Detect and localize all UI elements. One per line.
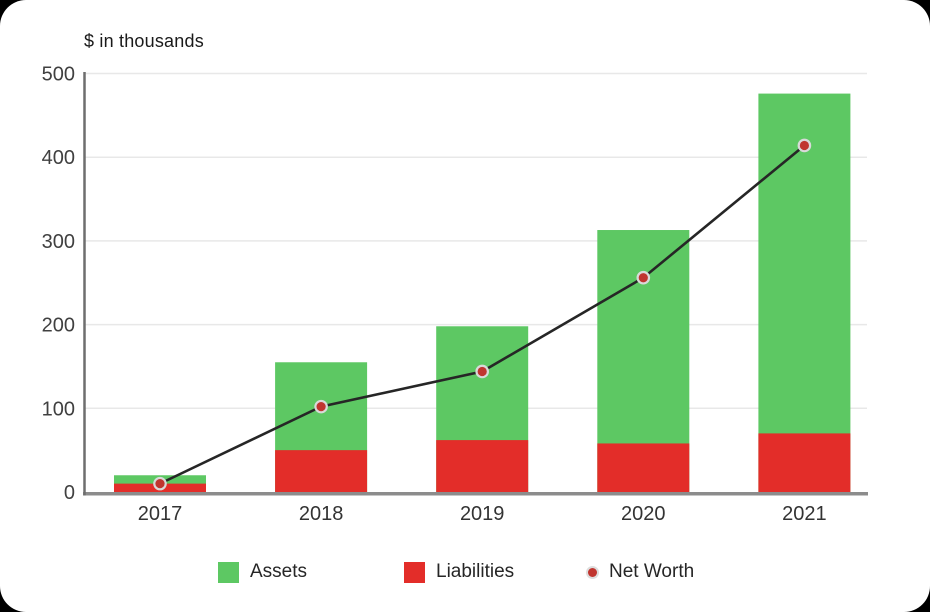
networth-marker (477, 366, 487, 377)
x-category-label: 2020 (621, 503, 666, 525)
y-tick-label: 200 (42, 315, 75, 337)
x-category-label: 2021 (782, 503, 827, 525)
networth-marker (316, 402, 326, 412)
chart-title: $ in thousands (84, 31, 204, 51)
networth-marker (799, 140, 810, 151)
legend-label-networth: Net Worth (609, 561, 695, 582)
legend-label-assets: Assets (250, 561, 308, 582)
x-category-label: 2017 (138, 503, 183, 525)
x-category-label: 2018 (299, 503, 344, 525)
y-tick-label: 500 (42, 64, 75, 86)
y-tick-label: 300 (42, 231, 75, 253)
networth-marker (155, 479, 165, 489)
legend-item-assets: Assets (218, 558, 307, 586)
assets-swatch-icon (218, 561, 239, 583)
networth-dot-icon (588, 567, 597, 577)
x-category-label: 2019 (460, 503, 505, 525)
liabilities-swatch-icon (404, 561, 425, 583)
legend-item-networth: Net Worth (588, 558, 694, 586)
y-tick-label: 400 (42, 147, 75, 169)
liabilities-bar (436, 440, 529, 492)
liabilities-bar (597, 443, 690, 492)
liabilities-bar (758, 433, 851, 492)
y-tick-label: 100 (42, 398, 75, 420)
liabilities-bar (275, 450, 368, 492)
y-tick-label: 0 (64, 482, 75, 504)
assets-bar (758, 93, 851, 492)
legend-item-liabilities: Liabilities (404, 558, 514, 586)
legend-label-liabilities: Liabilities (436, 561, 515, 582)
networth-marker (638, 273, 648, 283)
chart-legend: Assets Liabilities Net Worth (0, 558, 930, 588)
